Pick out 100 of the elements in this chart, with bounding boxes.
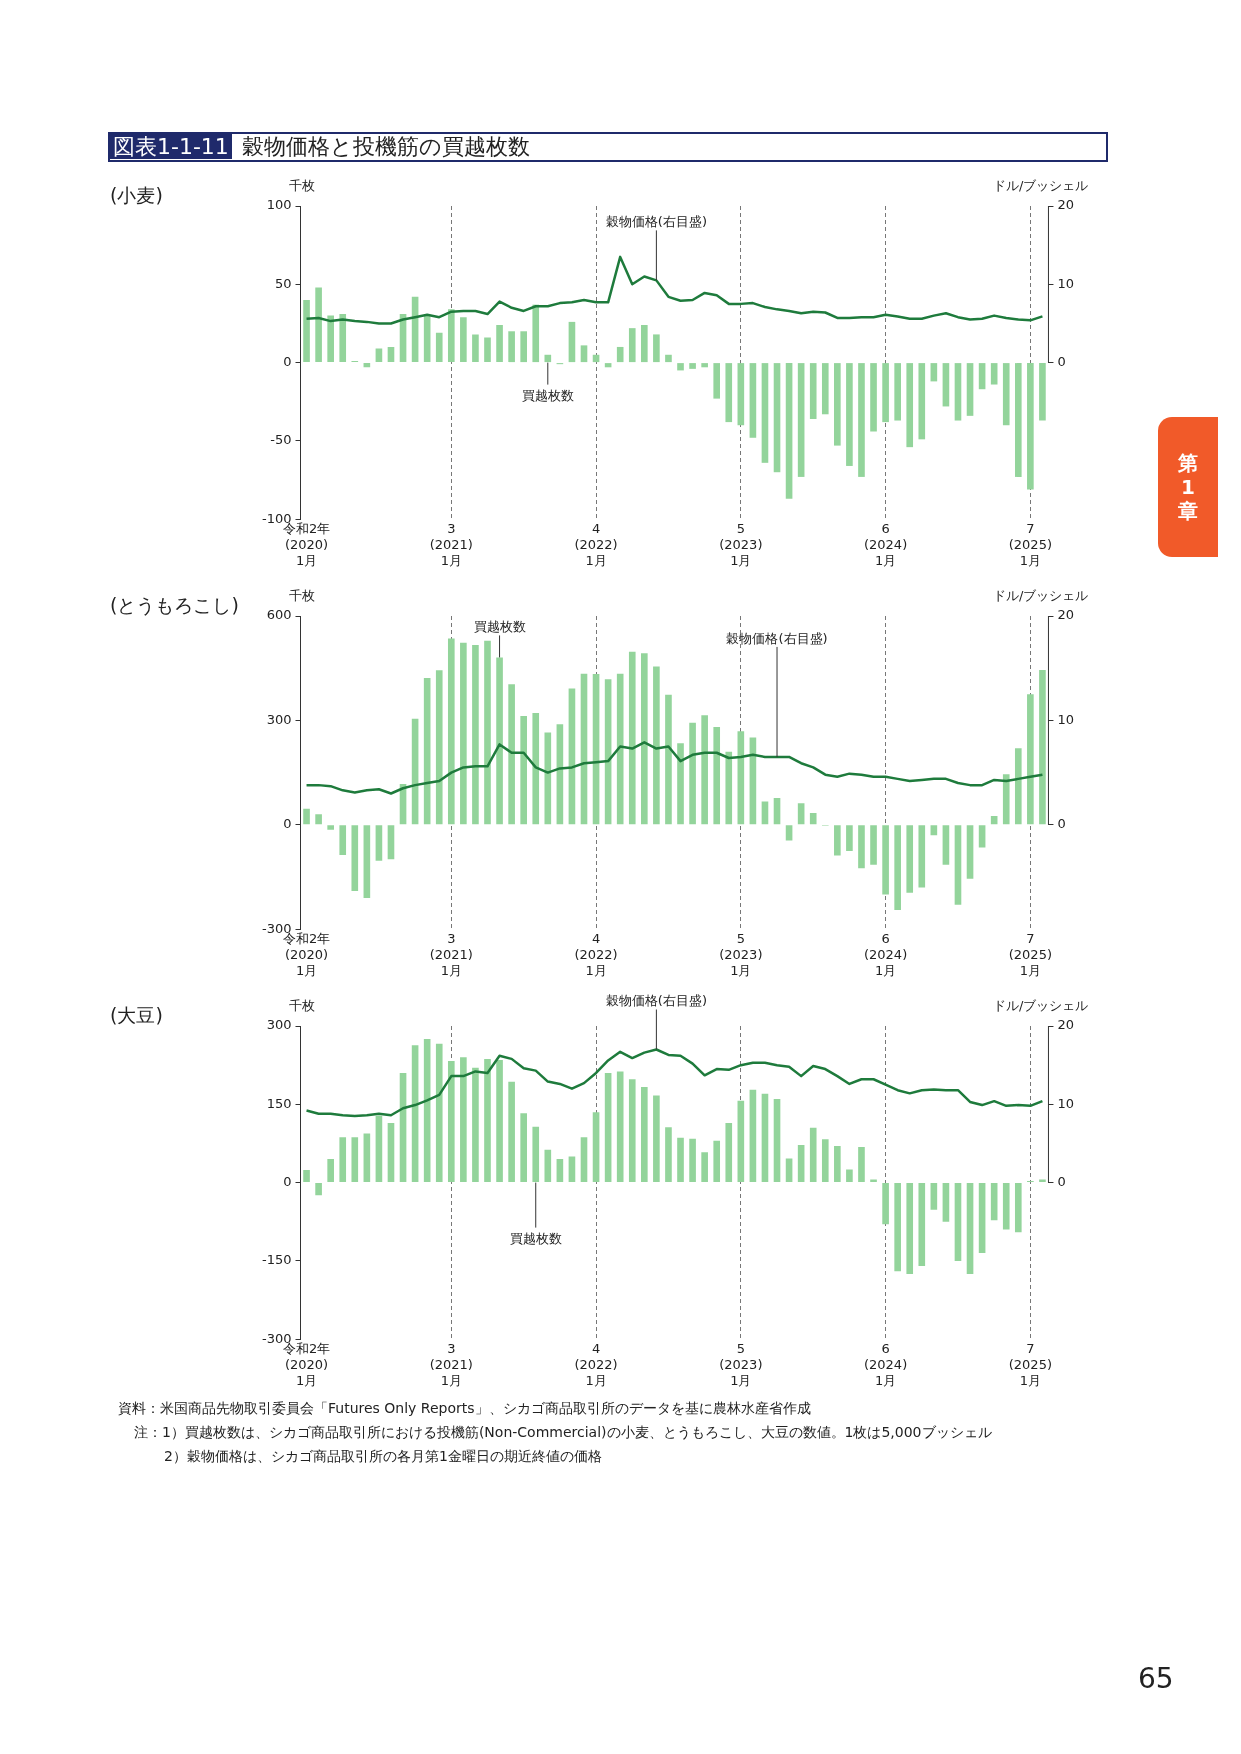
y-tick-label: 300 xyxy=(266,1017,292,1033)
series-label: 買越枚数 xyxy=(521,387,574,403)
bar xyxy=(701,1152,708,1183)
y2-tick-label: 10 xyxy=(1057,275,1074,291)
bar xyxy=(689,1138,696,1183)
bar xyxy=(954,825,962,905)
bar xyxy=(701,363,708,368)
bar xyxy=(677,1137,684,1183)
bar xyxy=(906,363,914,448)
bar xyxy=(496,1059,503,1183)
bar xyxy=(580,1137,588,1183)
bar xyxy=(315,287,322,363)
bar xyxy=(1039,669,1046,825)
bar xyxy=(653,666,660,825)
bar xyxy=(665,694,672,825)
bar xyxy=(990,1183,998,1221)
bar xyxy=(906,825,914,893)
bar xyxy=(472,1067,479,1183)
bar xyxy=(978,1183,986,1254)
bar xyxy=(882,825,889,895)
chart-title: 図表1-1-11 穀物価格と投機筋の買越枚数 xyxy=(112,134,530,159)
y2-tick-label: 0 xyxy=(1057,816,1066,832)
text: (小麦) xyxy=(110,184,163,206)
bar xyxy=(846,825,853,851)
y2-tick-label: 20 xyxy=(1057,197,1074,213)
bar xyxy=(472,334,479,363)
bar xyxy=(303,1170,310,1183)
bar xyxy=(846,363,853,466)
bar xyxy=(821,1139,829,1183)
bar xyxy=(520,715,527,825)
bar xyxy=(653,1095,660,1183)
bar xyxy=(496,325,503,363)
y2-tick-label: 10 xyxy=(1057,1095,1074,1111)
bar xyxy=(725,751,733,825)
y-tick-label: 150 xyxy=(266,1095,292,1111)
bar xyxy=(725,1123,733,1183)
bar xyxy=(773,1099,781,1183)
bar xyxy=(749,1089,757,1183)
text: 穀物価格(右目盛) xyxy=(605,214,707,230)
bar xyxy=(942,363,950,407)
x-tick-label: 4 (2022) 1月 xyxy=(574,1341,618,1388)
x-tick-label: 6 (2024) 1月 xyxy=(863,1341,908,1388)
y-tick-label: 50 xyxy=(274,275,292,291)
bar xyxy=(797,1145,805,1183)
bar xyxy=(435,670,443,825)
bar xyxy=(918,825,926,888)
bar xyxy=(496,657,503,825)
bar xyxy=(375,825,383,861)
bar xyxy=(1027,363,1034,490)
bar xyxy=(737,1100,745,1183)
bar xyxy=(303,808,310,825)
bar xyxy=(930,825,938,836)
bar xyxy=(387,1123,395,1183)
bar xyxy=(484,640,491,825)
bar xyxy=(447,1060,455,1183)
bar xyxy=(713,1140,721,1183)
text: 資料：米国商品先物取引委員会「Futures Only Reports」、シカゴ商品取引所のデータを基に農林水産省作成 xyxy=(118,1399,812,1418)
bar xyxy=(1014,748,1022,825)
bar xyxy=(339,1137,347,1183)
bar xyxy=(1039,1179,1046,1183)
x-tick-label: 4 (2022) 1月 xyxy=(574,521,618,568)
bar xyxy=(375,1115,383,1183)
bar xyxy=(327,1159,334,1183)
bar xyxy=(894,1183,901,1272)
x-tick-label: 3 (2021) 1月 xyxy=(429,521,473,568)
bar xyxy=(568,321,576,363)
bar xyxy=(435,332,443,363)
bar xyxy=(930,1183,938,1210)
bar xyxy=(1014,1183,1022,1233)
text: (大豆) xyxy=(110,1004,163,1026)
bar xyxy=(460,1057,467,1183)
bar xyxy=(628,651,636,825)
y2-tick-label: 20 xyxy=(1057,1017,1074,1033)
bar xyxy=(303,299,310,363)
bar xyxy=(508,684,515,825)
bar xyxy=(1014,363,1022,477)
bar xyxy=(846,1169,853,1183)
bar xyxy=(677,743,684,825)
bar xyxy=(653,334,660,363)
y-axis-title: 千枚 xyxy=(288,588,315,603)
bar xyxy=(1002,774,1010,825)
bar xyxy=(351,825,359,891)
bar xyxy=(641,325,648,363)
bar xyxy=(520,331,527,363)
text: 注：1）買越枚数は、シカゴ商品取引所における投機筋(Non-Commercial)の小麦、とうもろこし、大豆の数値。1枚は5,000ブッシェル xyxy=(133,1423,993,1442)
bar xyxy=(797,363,805,477)
x-tick-label: 6 (2024) 1月 xyxy=(863,521,908,568)
y-tick-label: 0 xyxy=(283,816,292,832)
bar xyxy=(737,363,745,426)
bar xyxy=(834,363,841,446)
bar xyxy=(761,1093,769,1183)
bar xyxy=(870,825,877,865)
y2-tick-label: 0 xyxy=(1057,353,1066,369)
bar xyxy=(870,363,877,432)
x-tick-label: 5 (2023) 1月 xyxy=(719,1341,763,1388)
bar xyxy=(532,1126,540,1183)
bar xyxy=(484,337,491,363)
text: 穀物価格(右目盛) xyxy=(726,630,828,646)
y2-axis-title: ドル/ブッシェル xyxy=(993,178,1089,193)
bar xyxy=(966,363,974,416)
